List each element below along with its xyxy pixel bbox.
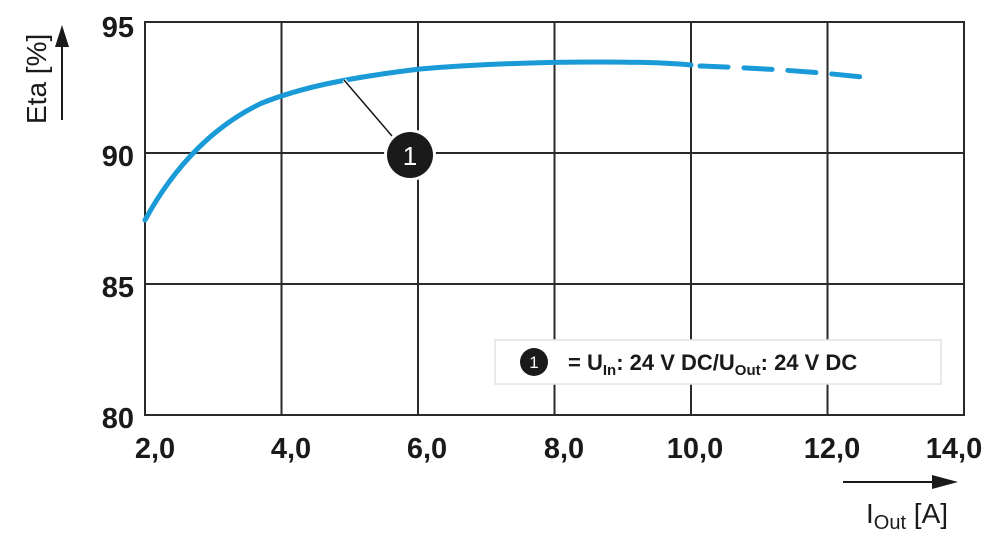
y-tick-90: 90 (102, 141, 134, 173)
legend-marker-icon (520, 348, 548, 376)
x-axis-arrow-icon (932, 475, 958, 489)
efficiency-curve-dashed (697, 63, 874, 81)
legend: 1 = UIn: 24 V DC/UOut: 24 V DC (494, 339, 942, 385)
marker-1-icon (387, 132, 433, 178)
x-tick-8: 8,0 (544, 433, 584, 465)
x-tick-10: 10,0 (667, 433, 723, 465)
x-axis-label: IOut [A] (866, 498, 948, 534)
x-tick-6: 6,0 (407, 433, 447, 465)
y-tick-80: 80 (102, 403, 134, 435)
y-axis-label: Eta [%] (21, 34, 52, 124)
x-tick-labels: 2,0 4,0 6,0 8,0 10,0 12,0 14,0 (135, 433, 982, 465)
efficiency-curve-solid (142, 59, 694, 223)
curve-annotation: 1 (342, 78, 436, 181)
y-axis-arrow-icon (55, 25, 69, 47)
x-axis-label-group: IOut [A] (843, 475, 958, 534)
legend-marker-label: 1 (529, 353, 538, 372)
x-tick-14: 14,0 (926, 433, 982, 465)
y-tick-85: 85 (102, 272, 134, 304)
marker-1-label: 1 (403, 141, 417, 171)
y-tick-labels: 95 90 85 80 (102, 12, 134, 435)
x-tick-2: 2,0 (135, 433, 175, 465)
x-tick-4: 4,0 (271, 433, 311, 465)
y-tick-95: 95 (102, 12, 134, 44)
x-tick-12: 12,0 (804, 433, 860, 465)
y-axis-label-group: Eta [%] (21, 25, 69, 124)
legend-text: = UIn: 24 V DC/UOut: 24 V DC (568, 350, 857, 379)
